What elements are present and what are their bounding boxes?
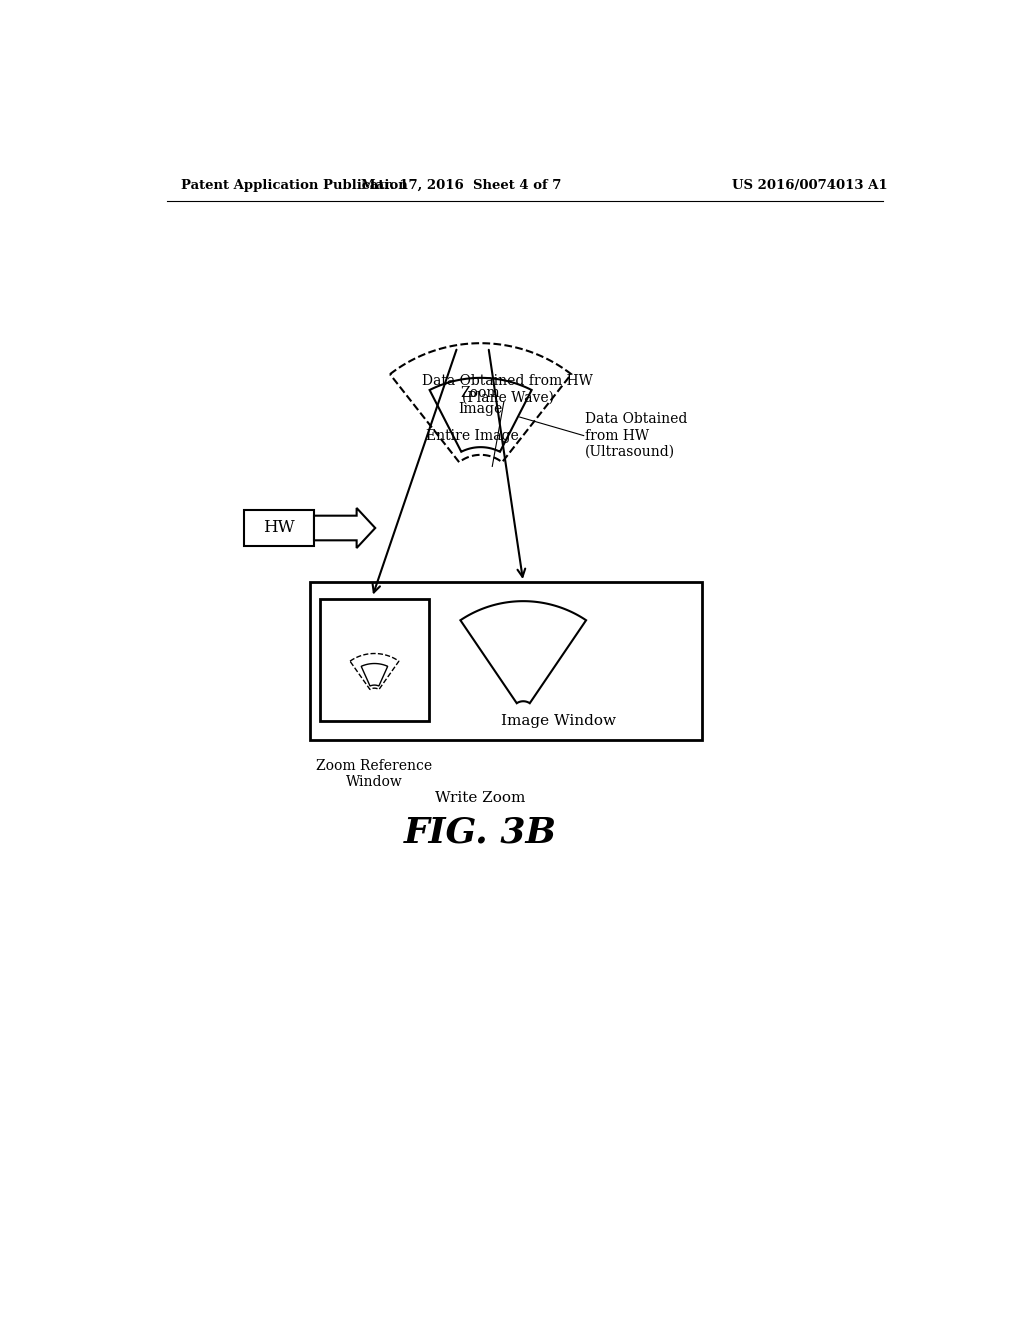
Text: US 2016/0074013 A1: US 2016/0074013 A1: [732, 178, 888, 191]
Bar: [310, 582, 701, 739]
Text: Zoom Reference
Window: Zoom Reference Window: [316, 759, 432, 789]
Text: Data Obtained from HW
(Plane Wave): Data Obtained from HW (Plane Wave): [422, 375, 593, 404]
Bar: [321, 599, 429, 721]
Text: Mar. 17, 2016  Sheet 4 of 7: Mar. 17, 2016 Sheet 4 of 7: [361, 178, 561, 191]
Text: Image Window: Image Window: [501, 714, 615, 727]
Text: Patent Application Publication: Patent Application Publication: [180, 178, 408, 191]
Text: Entire Image: Entire Image: [427, 429, 519, 442]
Polygon shape: [430, 378, 531, 451]
Text: Write Zoom: Write Zoom: [435, 791, 525, 804]
Text: Data Obtained
from HW
(Ultrasound): Data Obtained from HW (Ultrasound): [586, 412, 688, 459]
Polygon shape: [461, 601, 586, 704]
Polygon shape: [350, 653, 399, 689]
Polygon shape: [390, 343, 571, 462]
Text: HW: HW: [263, 520, 295, 536]
Bar: [245, 510, 314, 546]
Polygon shape: [361, 664, 388, 686]
Text: Zoom
Image: Zoom Image: [459, 385, 503, 416]
Polygon shape: [314, 508, 375, 548]
Text: FIG. 3B: FIG. 3B: [404, 816, 557, 849]
